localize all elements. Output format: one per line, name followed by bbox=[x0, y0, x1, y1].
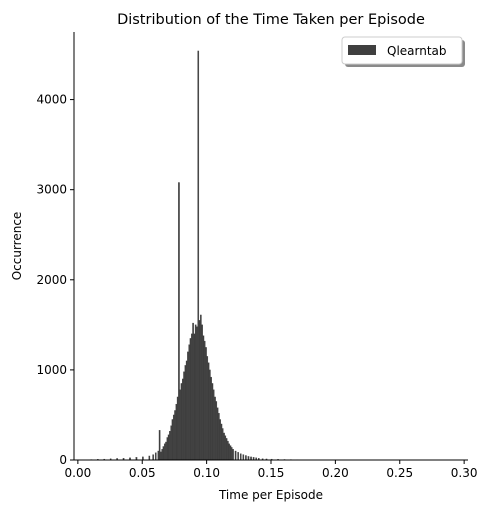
histogram-bar bbox=[171, 419, 174, 461]
histogram-bar bbox=[209, 369, 211, 461]
histogram-bar bbox=[227, 440, 229, 461]
histogram-bar bbox=[169, 431, 171, 461]
histogram-bar bbox=[210, 376, 212, 461]
x-tick-label: 0.05 bbox=[129, 466, 156, 480]
histogram-bar bbox=[174, 410, 176, 461]
histogram-bar bbox=[197, 50, 200, 461]
histogram-bar bbox=[184, 365, 187, 461]
histogram-bar bbox=[170, 425, 173, 461]
histogram-bar bbox=[166, 437, 169, 461]
histogram-bar bbox=[221, 428, 224, 461]
x-tick-label: 0.10 bbox=[193, 466, 220, 480]
histogram-bar bbox=[242, 454, 245, 461]
histogram-bar bbox=[161, 449, 163, 461]
histogram-bar bbox=[198, 320, 201, 461]
x-tick-label: 0.30 bbox=[451, 466, 478, 480]
y-tick-label: 4000 bbox=[36, 93, 67, 107]
histogram-bar bbox=[234, 450, 237, 461]
histogram-bar bbox=[178, 182, 180, 461]
x-tick-label: 0.15 bbox=[258, 466, 285, 480]
histogram-bar bbox=[205, 347, 207, 461]
histogram-bar bbox=[158, 430, 161, 461]
y-tick-label: 2000 bbox=[36, 273, 67, 287]
histogram-bar bbox=[187, 351, 189, 461]
histogram-bar bbox=[148, 455, 151, 461]
histogram-bar bbox=[157, 450, 160, 461]
chart-title: Distribution of the Time Taken per Episo… bbox=[117, 12, 425, 28]
histogram-bar bbox=[152, 454, 154, 461]
histogram-bar bbox=[247, 456, 250, 461]
histogram-bar bbox=[172, 414, 175, 461]
y-axis-label: Occurrence bbox=[10, 212, 24, 281]
histogram-bar bbox=[207, 362, 210, 461]
histogram-bar bbox=[179, 389, 182, 461]
legend-label: Qlearntab bbox=[387, 44, 447, 58]
x-tick-label: 0.20 bbox=[322, 466, 349, 480]
x-axis-label: Time per Episode bbox=[218, 488, 323, 502]
bars-group bbox=[90, 50, 440, 461]
y-ticks-group: 0 1000 2000 3000 4000 bbox=[36, 93, 74, 467]
histogram-bar bbox=[163, 443, 166, 461]
histogram-bar bbox=[237, 452, 239, 461]
histogram-bar bbox=[182, 378, 184, 461]
histogram-bar bbox=[194, 324, 197, 461]
y-tick-label: 3000 bbox=[36, 183, 67, 197]
histogram-bar bbox=[230, 447, 233, 461]
histogram-bar bbox=[192, 322, 194, 461]
histogram-bar bbox=[180, 383, 183, 461]
histogram-bar bbox=[160, 451, 162, 461]
histogram-bar bbox=[162, 446, 165, 461]
histogram-bar bbox=[183, 371, 185, 461]
histogram-bar bbox=[185, 360, 188, 461]
histogram-bar bbox=[193, 333, 196, 461]
histogram-bar bbox=[216, 407, 219, 461]
legend-box bbox=[341, 36, 463, 65]
histogram-bar bbox=[239, 453, 242, 461]
y-tick-label: 0 bbox=[59, 453, 67, 467]
histogram-bar bbox=[175, 403, 178, 461]
histogram-bar bbox=[218, 412, 220, 461]
histogram-bar bbox=[212, 389, 215, 461]
histogram-bar bbox=[214, 396, 216, 461]
x-ticks-group: 0.00 0.05 0.10 0.15 0.20 0.25 0.30 bbox=[65, 460, 478, 480]
histogram-bar bbox=[191, 333, 193, 461]
y-tick-label: 1000 bbox=[36, 363, 67, 377]
histogram-bar bbox=[165, 441, 167, 461]
histogram-bar bbox=[223, 432, 225, 461]
histogram-bar bbox=[200, 314, 202, 461]
histogram-bar bbox=[220, 423, 223, 461]
histogram-bar bbox=[229, 445, 232, 461]
histogram-bar bbox=[196, 326, 198, 461]
legend: Qlearntab bbox=[341, 36, 465, 67]
histogram-bar bbox=[206, 356, 209, 461]
histogram-bar bbox=[211, 383, 214, 461]
histogram-bar bbox=[154, 452, 157, 461]
legend-swatch bbox=[348, 45, 376, 55]
histogram-bar bbox=[245, 455, 247, 461]
histogram-bar bbox=[203, 340, 206, 461]
histogram-bar bbox=[189, 338, 192, 461]
histogram-bar bbox=[228, 443, 230, 461]
histogram-bar bbox=[167, 434, 170, 461]
histogram-bar bbox=[225, 438, 228, 461]
histogram-bar bbox=[176, 396, 179, 461]
histogram-bar bbox=[215, 401, 218, 461]
histogram-bar bbox=[201, 324, 203, 461]
histogram-bar bbox=[188, 344, 191, 461]
x-tick-label: 0.00 bbox=[65, 466, 92, 480]
histogram-bar bbox=[224, 435, 227, 461]
histogram-bar bbox=[219, 419, 221, 461]
x-tick-label: 0.25 bbox=[386, 466, 413, 480]
histogram-bar bbox=[232, 449, 234, 461]
histogram-bar bbox=[202, 335, 205, 461]
